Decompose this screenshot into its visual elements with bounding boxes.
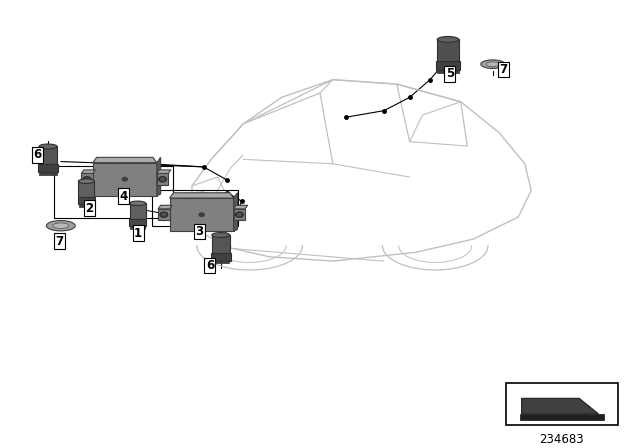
Bar bbox=[54, 165, 173, 218]
Bar bbox=[130, 226, 145, 229]
Polygon shape bbox=[234, 205, 248, 209]
Polygon shape bbox=[157, 157, 161, 196]
Text: 7: 7 bbox=[499, 63, 507, 76]
Bar bbox=[212, 235, 230, 253]
Ellipse shape bbox=[212, 233, 230, 237]
Bar bbox=[211, 253, 230, 261]
Ellipse shape bbox=[46, 220, 76, 231]
Text: 1: 1 bbox=[134, 227, 142, 240]
Bar bbox=[436, 61, 460, 70]
Bar bbox=[438, 70, 458, 73]
Ellipse shape bbox=[481, 60, 505, 69]
Circle shape bbox=[199, 213, 204, 216]
Ellipse shape bbox=[52, 223, 69, 228]
Bar bbox=[152, 190, 238, 226]
Polygon shape bbox=[158, 205, 172, 209]
Bar bbox=[38, 164, 58, 172]
Bar bbox=[78, 181, 95, 197]
Ellipse shape bbox=[39, 144, 57, 149]
Text: 3: 3 bbox=[196, 225, 204, 238]
Bar bbox=[437, 39, 459, 61]
Bar bbox=[39, 146, 57, 164]
Bar bbox=[93, 163, 157, 196]
Circle shape bbox=[162, 213, 166, 216]
Text: 2: 2 bbox=[86, 202, 93, 215]
Text: 7: 7 bbox=[56, 235, 63, 248]
Bar bbox=[40, 172, 56, 175]
Polygon shape bbox=[522, 398, 598, 414]
Circle shape bbox=[122, 177, 127, 181]
Bar bbox=[520, 414, 604, 420]
Text: 6: 6 bbox=[33, 148, 41, 161]
Bar bbox=[212, 261, 229, 263]
Polygon shape bbox=[81, 170, 95, 173]
Text: 4: 4 bbox=[120, 190, 127, 202]
Text: 234683: 234683 bbox=[540, 433, 584, 446]
Bar bbox=[129, 203, 146, 219]
Ellipse shape bbox=[486, 62, 499, 66]
Bar bbox=[506, 383, 618, 425]
Bar bbox=[81, 173, 93, 185]
Polygon shape bbox=[234, 193, 237, 231]
Circle shape bbox=[237, 213, 241, 216]
Ellipse shape bbox=[129, 201, 146, 206]
Text: 5: 5 bbox=[446, 67, 454, 80]
Circle shape bbox=[161, 178, 164, 181]
Text: 6: 6 bbox=[206, 259, 214, 272]
Polygon shape bbox=[93, 157, 157, 163]
Circle shape bbox=[83, 177, 91, 182]
Bar bbox=[158, 209, 170, 220]
Polygon shape bbox=[170, 193, 234, 198]
Circle shape bbox=[85, 178, 89, 181]
Ellipse shape bbox=[78, 179, 95, 183]
Circle shape bbox=[160, 212, 168, 217]
Bar bbox=[77, 197, 95, 204]
Circle shape bbox=[236, 212, 243, 217]
Bar bbox=[170, 198, 234, 231]
Bar bbox=[79, 204, 94, 207]
Bar bbox=[157, 173, 168, 185]
Circle shape bbox=[159, 177, 166, 182]
Bar bbox=[234, 209, 245, 220]
Bar bbox=[129, 219, 147, 226]
Ellipse shape bbox=[437, 36, 459, 43]
Polygon shape bbox=[157, 170, 171, 173]
